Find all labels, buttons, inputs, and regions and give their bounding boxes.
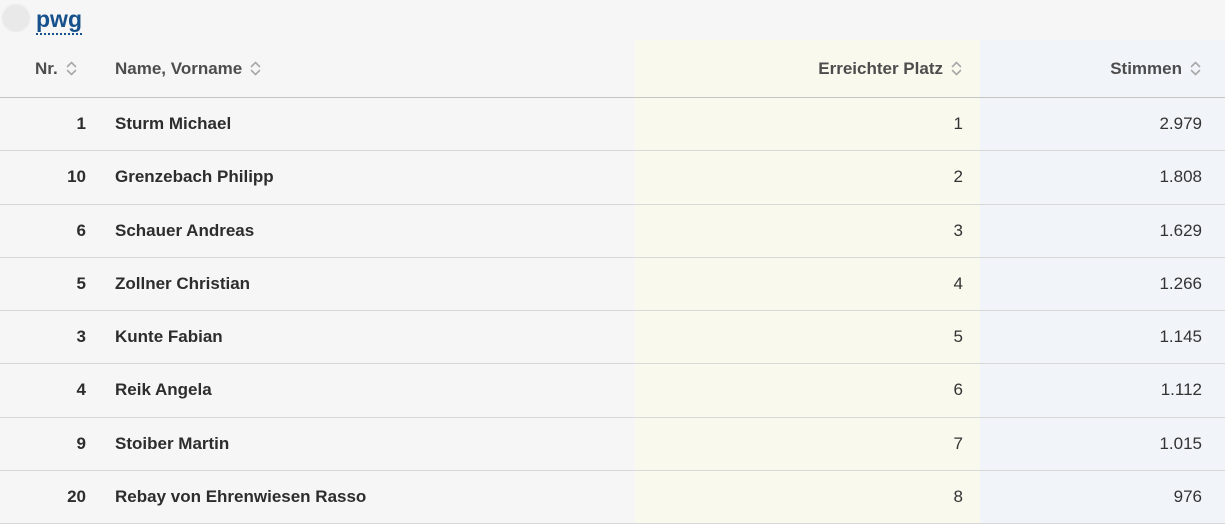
cell-name: Stoiber Martin bbox=[115, 433, 230, 453]
cell-name: Grenzebach Philipp bbox=[115, 167, 274, 187]
column-label-stimmen: Stimmen bbox=[1110, 58, 1182, 78]
cell-stimmen: 2.979 bbox=[980, 98, 1225, 151]
results-table: Nr. Name, Vorname Erreichter Platz Stimm… bbox=[0, 40, 1225, 524]
column-label-name: Name, Vorname bbox=[115, 58, 243, 78]
cell-name: Kunte Fabian bbox=[115, 327, 223, 347]
cell-name: Zollner Christian bbox=[115, 273, 251, 293]
table-row: 5 Zollner Christian 4 1.266 bbox=[0, 257, 1225, 311]
pwg-link[interactable]: pwg bbox=[36, 7, 82, 35]
column-label-erreichter-platz: Erreichter Platz bbox=[818, 58, 943, 78]
table-body: 1 Sturm Michael 1 2.979 10 Grenzebach Ph… bbox=[0, 98, 1225, 524]
cell-erreichter-platz: 6 bbox=[635, 364, 980, 417]
cell-erreichter-platz: 1 bbox=[635, 98, 980, 151]
cell-nr: 1 bbox=[76, 114, 86, 134]
table-row: 1 Sturm Michael 1 2.979 bbox=[0, 98, 1225, 152]
column-label-nr: Nr. bbox=[35, 58, 58, 78]
table-row: 3 Kunte Fabian 5 1.145 bbox=[0, 311, 1225, 365]
table-row: 10 Grenzebach Philipp 2 1.808 bbox=[0, 151, 1225, 205]
cell-erreichter-platz: 2 bbox=[635, 151, 980, 204]
cell-erreichter-platz: 7 bbox=[635, 417, 980, 470]
column-header-nr[interactable]: Nr. bbox=[0, 40, 90, 97]
logo-placeholder-icon bbox=[2, 4, 30, 32]
cell-nr: 10 bbox=[67, 167, 86, 187]
cell-erreichter-platz: 5 bbox=[635, 311, 980, 364]
cell-name: Schauer Andreas bbox=[115, 220, 255, 240]
cell-erreichter-platz: 3 bbox=[635, 204, 980, 257]
cell-erreichter-platz: 8 bbox=[635, 470, 980, 523]
cell-nr: 3 bbox=[76, 327, 86, 347]
cell-nr: 5 bbox=[76, 273, 86, 293]
column-header-name[interactable]: Name, Vorname bbox=[90, 40, 635, 97]
table-row: 6 Schauer Andreas 3 1.629 bbox=[0, 204, 1225, 258]
cell-stimmen: 1.266 bbox=[980, 257, 1225, 310]
cell-stimmen: 1.015 bbox=[980, 417, 1225, 470]
top-bar: pwg bbox=[0, 0, 1225, 40]
sort-icon bbox=[1190, 61, 1201, 76]
table-row: 4 Reik Angela 6 1.112 bbox=[0, 364, 1225, 418]
cell-stimmen: 1.629 bbox=[980, 204, 1225, 257]
cell-stimmen: 1.808 bbox=[980, 151, 1225, 204]
cell-erreichter-platz: 4 bbox=[635, 257, 980, 310]
cell-name: Reik Angela bbox=[115, 380, 212, 400]
cell-nr: 4 bbox=[76, 380, 86, 400]
column-header-stimmen[interactable]: Stimmen bbox=[980, 40, 1225, 97]
table-row: 9 Stoiber Martin 7 1.015 bbox=[0, 417, 1225, 471]
sort-icon bbox=[250, 61, 261, 76]
cell-nr: 20 bbox=[67, 486, 86, 506]
cell-nr: 6 bbox=[76, 220, 86, 240]
table-header-row: Nr. Name, Vorname Erreichter Platz Stimm… bbox=[0, 40, 1225, 98]
sort-icon bbox=[951, 61, 962, 76]
cell-name: Rebay von Ehrenwiesen Rasso bbox=[115, 486, 367, 506]
cell-stimmen: 1.145 bbox=[980, 311, 1225, 364]
cell-name: Sturm Michael bbox=[115, 114, 232, 134]
sort-icon bbox=[66, 61, 76, 76]
column-header-erreichter-platz[interactable]: Erreichter Platz bbox=[635, 40, 980, 97]
cell-stimmen: 976 bbox=[980, 470, 1225, 523]
table-row: 20 Rebay von Ehrenwiesen Rasso 8 976 bbox=[0, 470, 1225, 524]
cell-stimmen: 1.112 bbox=[980, 364, 1225, 417]
cell-nr: 9 bbox=[76, 433, 86, 453]
